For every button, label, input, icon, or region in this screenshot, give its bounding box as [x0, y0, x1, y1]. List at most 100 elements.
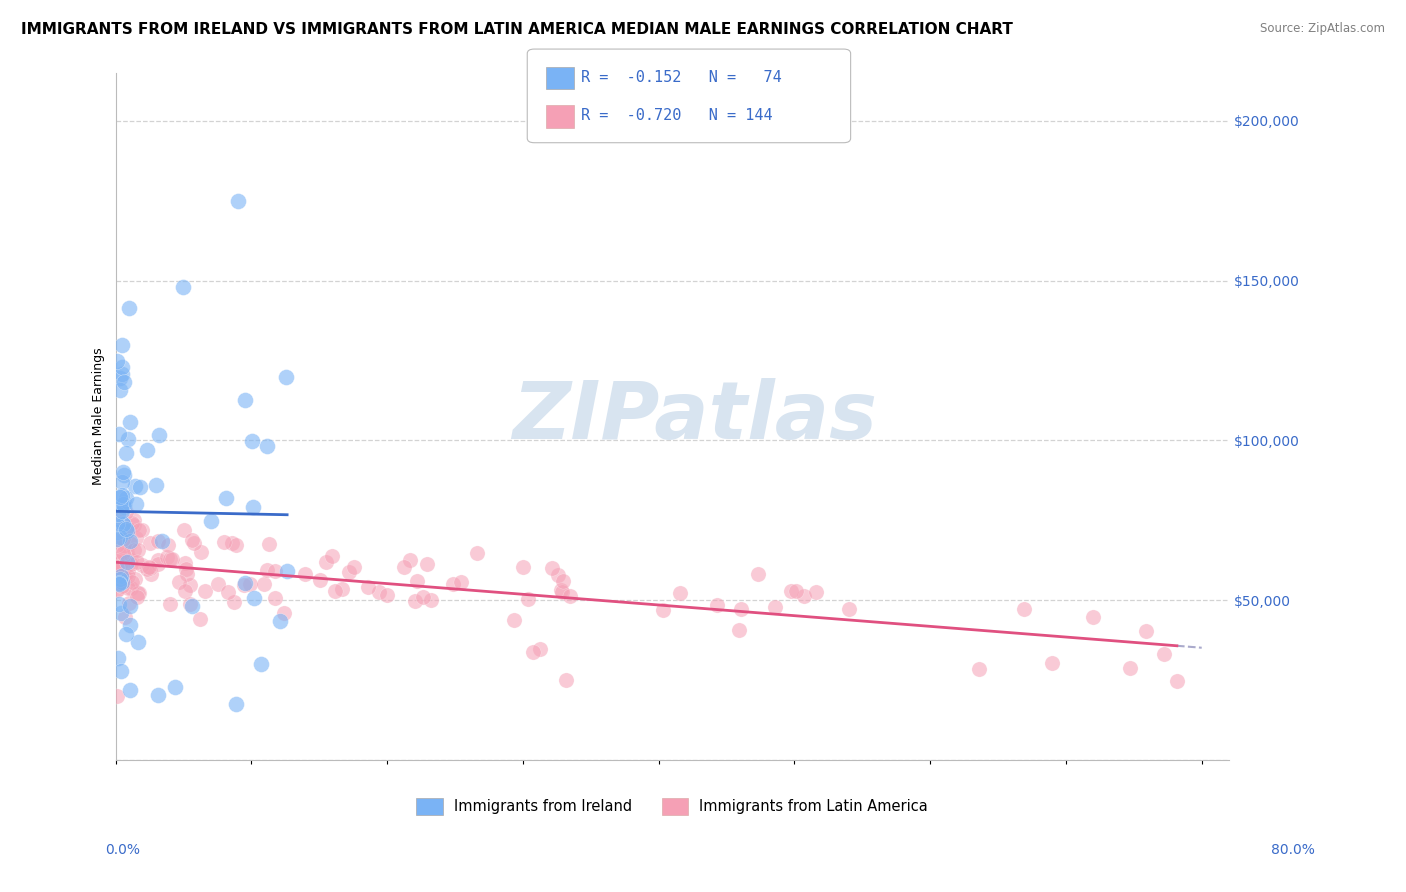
Point [405, 574, 427, 588]
Point [115, 446, 138, 460]
Point [108, 427, 131, 442]
Point [114, 522, 136, 536]
Point [146, 552, 169, 566]
Text: 0.0%: 0.0% [105, 843, 141, 857]
Point [441, 577, 464, 591]
Point [273, 606, 295, 620]
Point [399, 553, 422, 567]
Point [121, 574, 143, 589]
Point [120, 557, 142, 571]
Point [117, 569, 139, 583]
Point [276, 564, 298, 578]
Point [124, 479, 146, 493]
Point [174, 584, 197, 599]
Point [225, 538, 247, 552]
Point [806, 585, 828, 599]
Point [1014, 602, 1036, 616]
Point [343, 560, 366, 574]
Point [111, 367, 134, 381]
Point [529, 641, 551, 656]
Point [555, 673, 578, 687]
Point [115, 627, 138, 641]
Point [179, 578, 201, 592]
Legend: Immigrants from Ireland, Immigrants from Latin America: Immigrants from Ireland, Immigrants from… [416, 797, 928, 814]
Point [1083, 609, 1105, 624]
Point [264, 564, 287, 578]
Point [727, 624, 749, 638]
Point [215, 491, 238, 505]
Point [115, 555, 138, 569]
Point [747, 567, 769, 582]
Point [115, 505, 138, 519]
Point [127, 634, 149, 648]
Point [112, 539, 135, 553]
Point [547, 568, 569, 582]
Point [517, 591, 540, 606]
Point [112, 375, 135, 389]
Point [111, 359, 134, 374]
Point [730, 602, 752, 616]
Point [111, 579, 134, 593]
Point [551, 584, 574, 599]
Point [108, 530, 131, 544]
Point [124, 531, 146, 545]
Point [150, 533, 173, 548]
Point [404, 594, 426, 608]
Point [167, 575, 190, 590]
Point [785, 583, 807, 598]
Point [110, 568, 132, 582]
Point [233, 392, 256, 407]
Text: IMMIGRANTS FROM IRELAND VS IMMIGRANTS FROM LATIN AMERICA MEDIAN MALE EARNINGS CO: IMMIGRANTS FROM IRELAND VS IMMIGRANTS FR… [21, 22, 1012, 37]
Point [112, 465, 135, 479]
Point [274, 369, 297, 384]
Point [522, 645, 544, 659]
Point [357, 580, 380, 594]
Point [127, 543, 149, 558]
Point [176, 566, 198, 581]
Point [315, 555, 337, 569]
Point [118, 599, 141, 614]
Point [122, 542, 145, 557]
Point [105, 538, 128, 552]
Point [256, 563, 278, 577]
Point [541, 561, 564, 575]
Point [779, 583, 801, 598]
Point [838, 601, 860, 615]
Point [124, 572, 146, 586]
Point [146, 534, 169, 549]
Point [131, 523, 153, 537]
Point [257, 536, 280, 550]
Point [136, 443, 159, 458]
Point [118, 618, 141, 632]
Point [553, 574, 575, 588]
Point [1166, 673, 1188, 688]
Point [141, 566, 163, 581]
Point [111, 488, 134, 502]
Point [117, 582, 139, 596]
Point [105, 558, 128, 572]
Point [172, 280, 194, 294]
Point [967, 662, 990, 676]
Point [148, 558, 170, 572]
Point [415, 558, 437, 572]
Point [129, 480, 152, 494]
Point [179, 597, 201, 611]
Point [200, 514, 222, 528]
Point [233, 578, 256, 592]
Point [1119, 660, 1142, 674]
Point [148, 689, 170, 703]
Point [112, 496, 135, 510]
Point [115, 546, 138, 560]
Point [107, 507, 129, 521]
Point [110, 491, 132, 505]
Point [107, 582, 129, 597]
Point [558, 589, 581, 603]
Point [174, 556, 197, 570]
Point [221, 535, 243, 549]
Point [240, 434, 263, 448]
Point [217, 585, 239, 599]
Point [550, 582, 572, 597]
Point [131, 558, 153, 572]
Point [238, 577, 260, 591]
Point [107, 597, 129, 611]
